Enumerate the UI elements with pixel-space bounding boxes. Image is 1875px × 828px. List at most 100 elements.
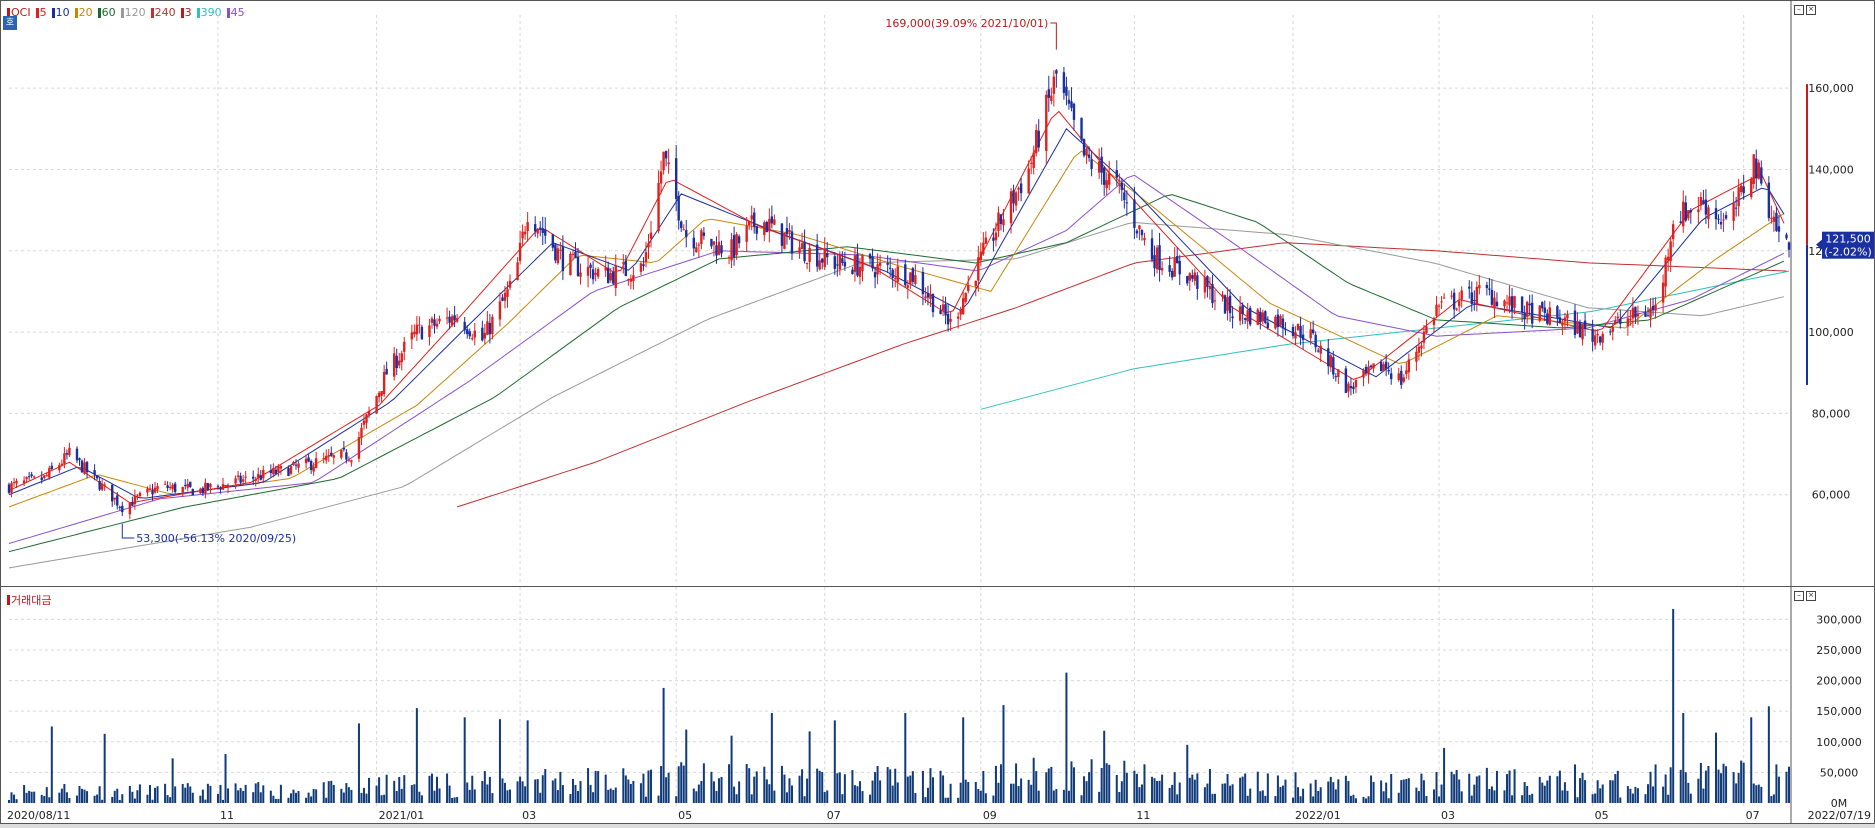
- volume-bar: [312, 788, 315, 803]
- volume-bar: [428, 775, 431, 803]
- candle-body: [111, 484, 114, 502]
- candle-body: [1072, 103, 1076, 120]
- volume-bar: [979, 790, 982, 803]
- volume-bar: [1140, 784, 1143, 803]
- candle-body: [1457, 301, 1461, 307]
- volume-bar: [974, 781, 977, 803]
- candle-body: [607, 267, 610, 284]
- candle-body: [1115, 170, 1118, 178]
- candle-body: [1090, 159, 1093, 169]
- candle-body: [841, 258, 844, 263]
- candle-body: [1513, 296, 1516, 308]
- volume-bar: [415, 708, 418, 803]
- candle-body: [1238, 306, 1242, 321]
- close-pane-icon[interactable]: ×: [1806, 5, 1816, 15]
- volume-bar: [1400, 780, 1403, 803]
- volume-bar: [60, 788, 63, 803]
- candle-body: [1279, 315, 1282, 326]
- volume-bar: [1561, 790, 1564, 803]
- candle-body: [1105, 180, 1108, 189]
- candle-body: [773, 219, 776, 225]
- volume-bar: [644, 796, 647, 803]
- volume-bar: [1203, 787, 1206, 803]
- candle-body: [83, 462, 86, 474]
- candle-body: [325, 455, 328, 461]
- price-chart-pane[interactable]: OCI 5 10 20 60 120 240 3 390 45 호 – × 60,000 80,00…: [0, 0, 1875, 587]
- candle-body: [826, 252, 829, 258]
- volume-bar: [1337, 779, 1340, 803]
- volume-bar: [1037, 790, 1040, 803]
- volume-bar: [962, 717, 965, 803]
- minimize-volume-pane-icon[interactable]: –: [1794, 591, 1804, 601]
- volume-bar: [841, 794, 844, 803]
- volume-bar: [448, 785, 451, 803]
- volume-bar: [1158, 780, 1161, 803]
- volume-bar: [40, 794, 43, 803]
- price-chart-svg[interactable]: 60,00080,000100,000120,000140,000160,000…: [1, 1, 1874, 586]
- ho-badge-icon[interactable]: 호: [3, 16, 17, 30]
- candle-body: [1035, 129, 1038, 154]
- volume-bar: [1050, 766, 1053, 803]
- candle-body: [1284, 329, 1287, 331]
- volume-bar: [1178, 782, 1181, 803]
- candle-body: [1349, 386, 1353, 389]
- volume-bar: [1292, 797, 1295, 803]
- candle-body: [876, 264, 879, 275]
- volume-bar: [204, 799, 207, 803]
- volume-bar: [257, 782, 260, 803]
- candle-body: [946, 313, 950, 325]
- volume-bar: [921, 770, 924, 803]
- candle-body: [332, 455, 335, 458]
- volume-bar: [48, 797, 51, 803]
- volume-bar: [310, 796, 313, 803]
- volume-chart-pane[interactable]: 거래대금 – × 0M 50,000 100,000 150,000 200,000 25…: [0, 586, 1875, 824]
- candle-body: [997, 212, 1000, 231]
- candle-body: [1050, 95, 1053, 101]
- candle-body: [1168, 265, 1171, 272]
- minimize-pane-icon[interactable]: –: [1794, 5, 1804, 15]
- candle-body: [1750, 179, 1753, 198]
- volume-bar: [239, 788, 242, 803]
- candle-body: [1510, 296, 1514, 311]
- candle-body: [163, 483, 167, 485]
- candle-body: [677, 196, 680, 221]
- candle-body: [1755, 158, 1758, 179]
- volume-bar: [1362, 796, 1365, 803]
- volume-bar: [1546, 780, 1549, 803]
- candle-body: [98, 480, 101, 490]
- candle-body: [448, 316, 451, 323]
- close-volume-pane-icon[interactable]: ×: [1806, 591, 1816, 601]
- volume-bar: [738, 781, 741, 803]
- volume-bar: [1294, 772, 1297, 803]
- candle-body: [999, 214, 1003, 225]
- volume-bar: [730, 735, 733, 803]
- candle-body: [1425, 326, 1428, 333]
- legend-swatch: [97, 7, 101, 18]
- volume-bar: [1349, 795, 1352, 803]
- volume-bar: [325, 797, 328, 803]
- candle-body: [1593, 335, 1597, 346]
- candle-body: [131, 501, 134, 506]
- candle-body: [30, 474, 33, 477]
- candle-body: [1296, 323, 1300, 331]
- candle-body: [803, 241, 806, 262]
- volume-bar: [926, 787, 929, 803]
- candle-body: [1644, 312, 1647, 317]
- low-annotation-arrow: [121, 523, 135, 539]
- volume-bar: [1672, 608, 1675, 803]
- candle-body: [649, 232, 653, 239]
- candle-body: [1437, 305, 1441, 307]
- candle-body: [763, 222, 766, 235]
- candle-body: [1012, 190, 1015, 204]
- volume-bar: [1788, 766, 1790, 803]
- candle-body: [1734, 207, 1738, 209]
- candle-body: [1760, 167, 1763, 184]
- volume-bar: [1450, 771, 1453, 803]
- volume-bar: [295, 792, 298, 803]
- candle-body: [153, 487, 157, 493]
- volume-bar: [222, 799, 225, 803]
- volume-chart-svg[interactable]: 0M 50,000 100,000 150,000 200,000 250,000 300,…: [1, 587, 1874, 823]
- volume-bar: [1714, 732, 1717, 803]
- volume-bar: [1186, 744, 1189, 803]
- volume-bar: [181, 783, 184, 803]
